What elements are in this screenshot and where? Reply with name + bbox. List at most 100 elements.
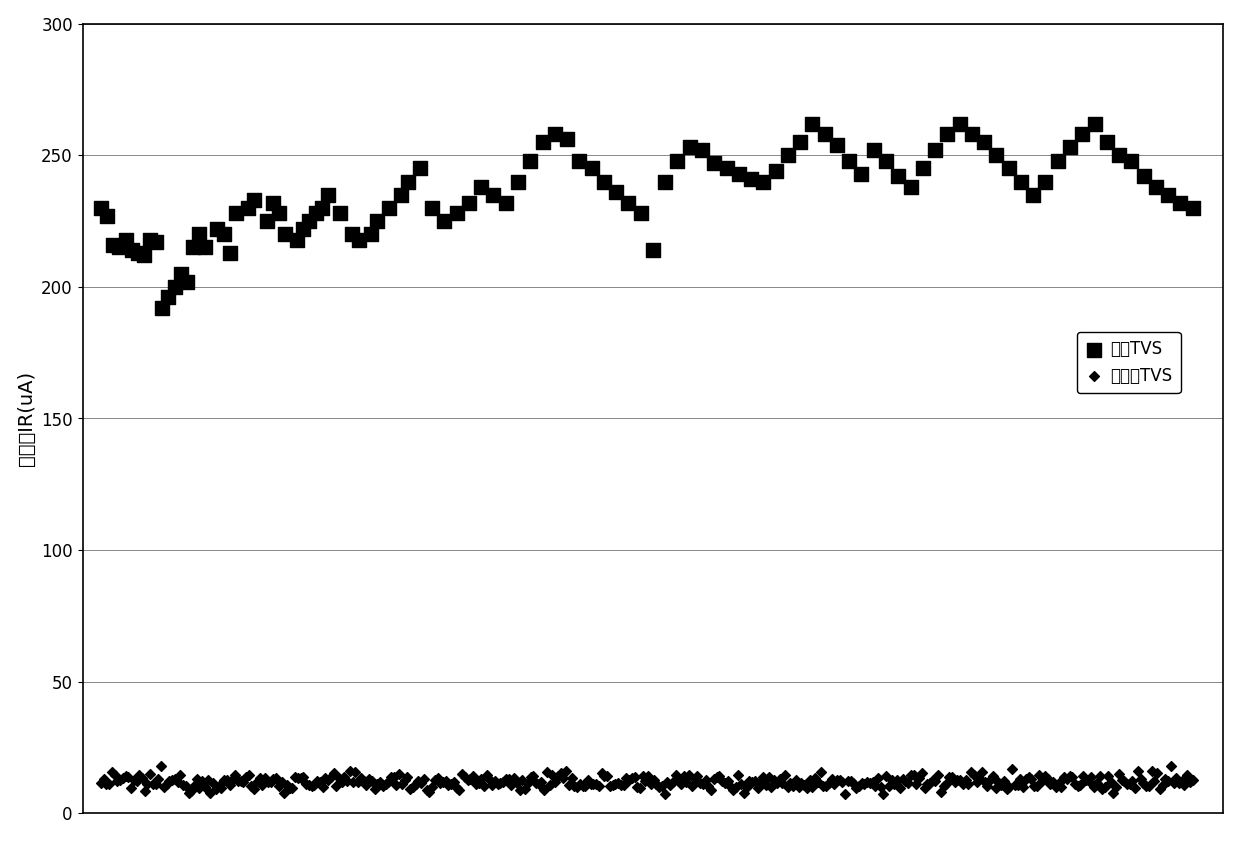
- 常规TVS: [827, 138, 847, 151]
- 本发明TVS: [827, 773, 847, 786]
- 常规TVS: [367, 214, 387, 228]
- 常规TVS: [765, 164, 785, 177]
- 本发明TVS: [1174, 778, 1194, 791]
- 本发明TVS: [329, 771, 348, 785]
- 本发明TVS: [808, 775, 828, 789]
- 本发明TVS: [684, 772, 704, 785]
- 常规TVS: [244, 193, 264, 207]
- 本发明TVS: [1115, 775, 1135, 788]
- 本发明TVS: [737, 780, 756, 794]
- 本发明TVS: [967, 775, 987, 789]
- 本发明TVS: [170, 769, 190, 782]
- 本发明TVS: [401, 782, 420, 796]
- 常规TVS: [471, 180, 491, 193]
- 本发明TVS: [981, 774, 1001, 787]
- 本发明TVS: [947, 773, 967, 786]
- 本发明TVS: [773, 776, 792, 790]
- 本发明TVS: [1068, 779, 1087, 792]
- 本发明TVS: [521, 770, 541, 784]
- 本发明TVS: [460, 772, 480, 785]
- 本发明TVS: [562, 771, 582, 785]
- 本发明TVS: [564, 779, 584, 792]
- 本发明TVS: [646, 778, 666, 791]
- 本发明TVS: [888, 774, 908, 787]
- 本发明TVS: [149, 773, 169, 786]
- 本发明TVS: [625, 770, 645, 784]
- 常规TVS: [159, 291, 179, 304]
- 本发明TVS: [1122, 775, 1142, 788]
- 本发明TVS: [97, 777, 117, 791]
- 本发明TVS: [753, 770, 773, 784]
- 常规TVS: [913, 161, 932, 175]
- 本发明TVS: [725, 780, 745, 793]
- 常规TVS: [692, 143, 712, 156]
- 本发明TVS: [310, 775, 330, 788]
- 本发明TVS: [376, 777, 396, 791]
- 本发明TVS: [761, 780, 781, 794]
- 本发明TVS: [680, 768, 699, 781]
- 常规TVS: [238, 201, 258, 214]
- 本发明TVS: [294, 770, 314, 784]
- 常规TVS: [975, 135, 994, 149]
- 本发明TVS: [412, 776, 432, 790]
- 常规TVS: [864, 143, 884, 156]
- 本发明TVS: [906, 777, 926, 791]
- 本发明TVS: [526, 776, 546, 790]
- 常规TVS: [257, 214, 277, 228]
- 本发明TVS: [414, 772, 434, 785]
- 常规TVS: [459, 196, 479, 209]
- 本发明TVS: [1136, 780, 1156, 793]
- 本发明TVS: [701, 784, 720, 797]
- 本发明TVS: [553, 771, 573, 785]
- 本发明TVS: [915, 781, 935, 795]
- 本发明TVS: [816, 780, 836, 793]
- 常规TVS: [815, 128, 835, 141]
- 常规TVS: [115, 233, 135, 246]
- 本发明TVS: [1177, 769, 1197, 782]
- 本发明TVS: [335, 770, 355, 784]
- 本发明TVS: [918, 777, 937, 791]
- 常规TVS: [213, 228, 233, 241]
- 常规TVS: [300, 214, 320, 228]
- 常规TVS: [1158, 188, 1178, 202]
- 本发明TVS: [1109, 768, 1128, 781]
- 常规TVS: [937, 128, 957, 141]
- 常规TVS: [294, 222, 314, 235]
- 常规TVS: [484, 188, 503, 202]
- 本发明TVS: [650, 780, 670, 794]
- 本发明TVS: [444, 775, 464, 789]
- 本发明TVS: [707, 770, 727, 784]
- 本发明TVS: [655, 787, 675, 801]
- 本发明TVS: [253, 778, 273, 791]
- 本发明TVS: [487, 777, 507, 791]
- 本发明TVS: [723, 783, 743, 796]
- 本发明TVS: [239, 769, 259, 782]
- 本发明TVS: [453, 767, 472, 780]
- 本发明TVS: [222, 774, 242, 787]
- 本发明TVS: [720, 780, 740, 793]
- 本发明TVS: [439, 778, 459, 791]
- 常规TVS: [434, 214, 454, 228]
- 本发明TVS: [91, 776, 110, 790]
- 本发明TVS: [715, 777, 735, 791]
- 本发明TVS: [660, 779, 680, 792]
- 本发明TVS: [405, 777, 425, 791]
- 本发明TVS: [498, 772, 518, 785]
- 本发明TVS: [1163, 776, 1183, 790]
- 本发明TVS: [260, 775, 280, 788]
- 本发明TVS: [126, 774, 146, 787]
- 本发明TVS: [1013, 780, 1033, 794]
- 本发明TVS: [480, 773, 500, 786]
- 本发明TVS: [939, 770, 959, 784]
- 本发明TVS: [605, 777, 625, 791]
- 常规TVS: [196, 241, 216, 254]
- 本发明TVS: [909, 771, 929, 785]
- 常规TVS: [128, 246, 148, 259]
- 常规TVS: [1035, 175, 1055, 188]
- 本发明TVS: [1097, 770, 1117, 783]
- 本发明TVS: [587, 777, 606, 791]
- 本发明TVS: [231, 774, 250, 787]
- 本发明TVS: [408, 774, 428, 787]
- 本发明TVS: [94, 773, 114, 786]
- 本发明TVS: [187, 772, 207, 785]
